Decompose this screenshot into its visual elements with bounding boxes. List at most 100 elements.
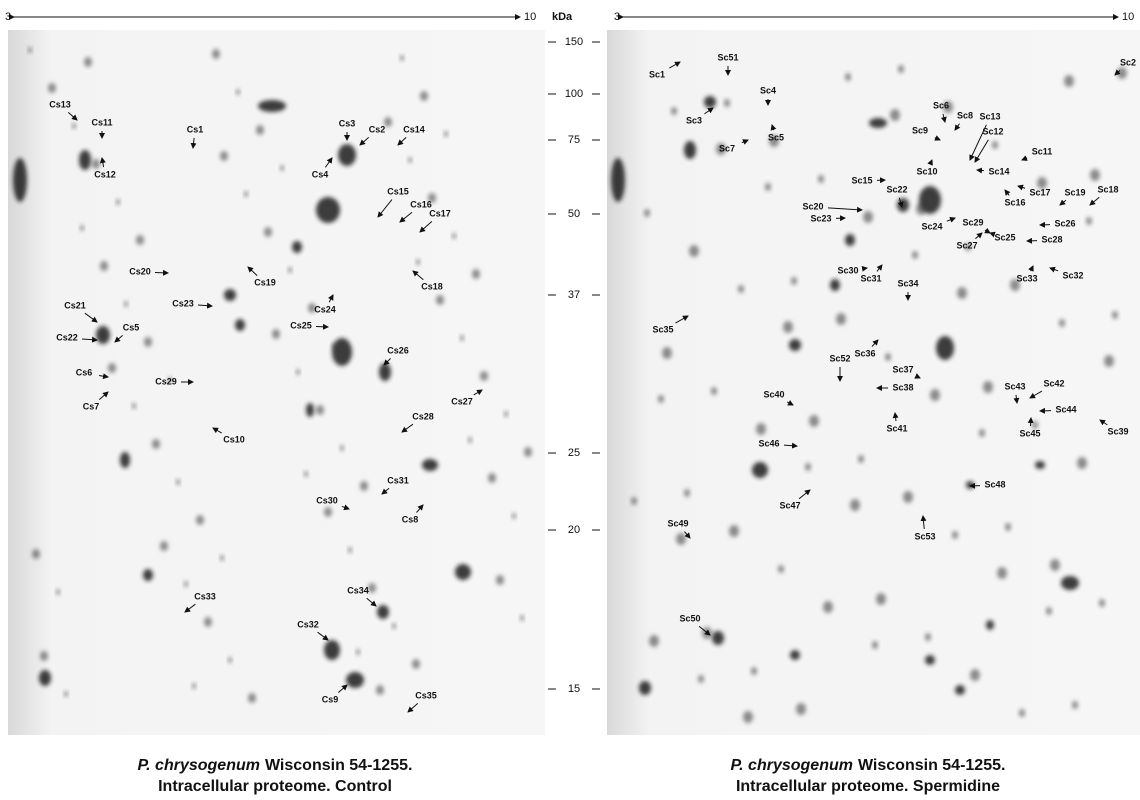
spot-label: Sc27 [956,240,977,250]
spot-arrow [473,389,483,396]
protein-spot [752,462,768,478]
spot-arrow [317,631,329,641]
protein-spot [120,452,130,468]
spot-label: Cs31 [387,475,409,485]
spot-label: Sc16 [1004,197,1025,207]
caption-condition: Intracellular proteome. Spermidine [736,778,1000,795]
protein-spot [872,641,878,649]
mw-label: 15 [568,683,580,695]
spot-arrow [1028,265,1034,272]
spot-label: Cs26 [387,345,409,355]
spot-label: Sc7 [719,143,735,153]
protein-spot [92,159,100,169]
protein-spot [124,301,128,307]
protein-spot [863,211,873,223]
protein-spot [818,175,824,183]
protein-spot [296,369,300,375]
protein-spot [845,234,855,246]
protein-spot [316,405,324,415]
protein-spot [428,193,436,203]
spot-arrow [946,217,956,223]
protein-spot [925,633,931,641]
spot-label: Sc51 [717,52,738,62]
protein-spot [258,100,286,112]
protein-spot [823,601,833,613]
protein-spot [168,377,172,383]
protein-spot [392,623,396,629]
spot-arrow [976,167,985,174]
caption-title: P. chrysogenum Wisconsin 54-1255. [138,757,413,774]
spot-arrow [1099,419,1108,426]
protein-spot [658,395,664,403]
spot-labels: Cs13 Cs11 Cs12 Cs1 Cs3 Cs2 Cs14 Cs4 Cs15Cs16Cs17… [49,52,1136,713]
spot-label: Cs7 [83,401,100,411]
protein-spot [460,335,464,341]
protein-spot [1086,217,1092,225]
protein-spot [212,49,220,59]
protein-spot [1117,67,1127,79]
protein-spot [304,471,308,477]
protein-spot [1077,457,1087,469]
spot-label: Cs33 [194,591,216,601]
protein-spot [676,533,686,545]
protein-spot [1035,461,1045,469]
protein-spot [236,89,240,95]
spot-label: Sc15 [851,175,872,185]
spot-label: Cs9 [322,694,339,704]
spot-arrow [704,107,714,115]
spot-label: Cs4 [312,169,329,179]
protein-spot [192,683,196,689]
protein-spot [790,650,800,660]
protein-spot [1090,169,1100,181]
protein-spot [1099,599,1105,607]
spot-label: Cs10 [223,434,245,444]
strain: Wisconsin 54-1255. [265,757,412,774]
spot-arrow [1114,69,1121,76]
spot-label: Cs28 [412,411,434,421]
protein-spot [224,289,236,301]
spot-arrow [190,137,197,149]
protein-spot [805,463,811,471]
protein-spot [649,635,659,647]
protein-spot [348,547,352,553]
protein-spot [340,445,344,451]
spot-label: Sc36 [854,348,875,358]
mw-label: 50 [568,208,580,220]
spot-arrow [1089,196,1100,206]
spot-arrow [975,232,983,240]
spot-arrow [698,625,711,636]
protein-spot [738,285,744,293]
protein-spot [40,651,48,661]
spot-label: Sc43 [1004,381,1025,391]
protein-spot [504,411,508,417]
spot-arrow [341,504,350,511]
protein-spot [955,685,965,695]
spot-arrow [98,391,109,401]
protein-spot [756,423,766,435]
mw-label: 150 [565,36,583,48]
spot-arrow [783,442,798,449]
protein-spot [698,675,704,683]
spot-label: Cs2 [369,124,386,134]
spot-arrow [684,531,691,539]
protein-spot [684,489,690,497]
spot-arrow [377,199,393,218]
spot-arrow [399,211,413,223]
protein-spot [876,593,886,605]
spot-label: Sc1 [649,69,665,79]
spot-label: Cs34 [347,585,369,595]
protein-spot [1010,279,1020,291]
spot-arrow [197,302,213,309]
protein-spot [32,549,40,559]
protein-spot [1005,523,1011,531]
caption-title: P. chrysogenum Wisconsin 54-1255. [731,757,1006,774]
spot-arrow [81,336,98,343]
protein-spot [324,640,340,660]
spot-label: Sc39 [1107,426,1128,436]
protein-spot [1050,559,1060,571]
spot-label: Cs21 [64,300,86,310]
spot-arrow [1004,189,1011,196]
protein-spot [235,319,245,331]
protein-spot [997,567,1007,579]
protein-spot [96,326,110,344]
